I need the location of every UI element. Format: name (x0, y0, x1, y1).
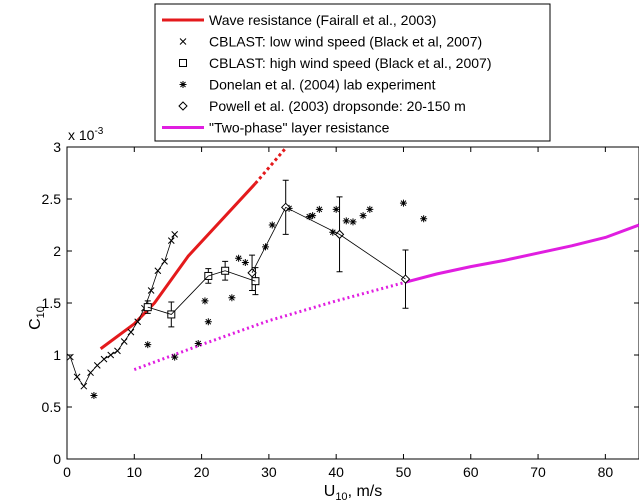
cblast-low-point (67, 353, 74, 361)
x-tick-label: 0 (63, 464, 71, 480)
legend: Wave resistance (Fairall et al., 2003) CB… (154, 3, 551, 142)
series-cblast-high-line (147, 270, 256, 315)
series-powell (247, 179, 411, 309)
donelan-point (235, 254, 243, 262)
plot-area (67, 147, 639, 400)
x-axis-ticks: 0 10 20 30 40 50 60 70 80 (63, 147, 613, 480)
donelan-point (349, 218, 357, 226)
y-tick-label: 1 (53, 347, 61, 363)
donelan-point (90, 392, 98, 400)
x-axis-label-unit: , m/s (348, 483, 383, 500)
donelan-point (366, 205, 374, 213)
y-axis-label-main: C (27, 318, 44, 330)
donelan-point (171, 353, 179, 361)
donelan-point (204, 318, 212, 326)
x-axis-label: U10, m/s (324, 483, 382, 503)
series-wave-resistance (99, 182, 257, 350)
donelan-point (309, 212, 317, 220)
legend-label: Powell et al. (2003) dropsonde: 20-150 m (209, 98, 466, 114)
y-tick-label: 3 (53, 139, 61, 155)
donelan-point (241, 258, 249, 266)
x-axis-label-sub: 10 (335, 491, 347, 503)
x-tick-label: 30 (261, 464, 277, 480)
series-two-phase (405, 223, 639, 284)
donelan-point (201, 297, 209, 305)
donelan-point (329, 228, 337, 236)
series-powell-line (251, 206, 406, 280)
donelan-point (144, 341, 152, 349)
legend-item: CBLAST: high wind speed (Black et al., 2… (179, 55, 492, 71)
legend-marker-diamond (178, 101, 188, 111)
series-donelan (90, 199, 428, 400)
x-tick-label: 80 (598, 464, 614, 480)
legend-label: CBLAST: high wind speed (Black et al., 2… (209, 55, 492, 71)
donelan-point (332, 205, 340, 213)
y-multiplier-exp: -3 (94, 126, 103, 137)
legend-marker-square (179, 59, 187, 67)
legend-box (154, 3, 551, 142)
donelan-point (268, 221, 276, 229)
y-axis-label-sub: 10 (35, 306, 47, 318)
donelan-point (305, 213, 313, 221)
y-tick-label: 0.5 (42, 399, 62, 415)
x-tick-label: 50 (396, 464, 412, 480)
x-tick-label: 60 (463, 464, 479, 480)
legend-label: Wave resistance (Fairall et al., 2003) (209, 12, 436, 28)
x-tick-label: 20 (194, 464, 210, 480)
donelan-point (315, 205, 323, 213)
y-multiplier: x 10-3 (68, 126, 104, 143)
y-axis-ticks: 0 0.5 1 1.5 2 2.5 3 (42, 139, 639, 467)
x-axis-label-main: U (324, 483, 336, 500)
donelan-point (359, 212, 367, 220)
legend-item: Powell et al. (2003) dropsonde: 20-150 m (178, 98, 466, 114)
y-axis-label: C10 (27, 306, 47, 330)
x-tick-label: 10 (127, 464, 143, 480)
y-tick-label: 0 (53, 451, 61, 467)
legend-item: "Two-phase" layer resistance (162, 120, 390, 136)
donelan-point (194, 340, 202, 348)
legend-label: "Two-phase" layer resistance (209, 120, 390, 136)
legend-item: Donelan et al. (2004) lab experiment (179, 77, 436, 93)
y-tick-label: 1.5 (42, 295, 62, 311)
series-cblast-low-line (69, 234, 176, 387)
legend-label: Donelan et al. (2004) lab experiment (209, 77, 436, 93)
x-tick-label: 40 (328, 464, 344, 480)
x-tick-label: 70 (530, 464, 546, 480)
legend-marker-x (179, 38, 187, 45)
y-multiplier-base: x 10 (68, 127, 95, 143)
donelan-point (342, 217, 350, 225)
y-tick-label: 2.5 (42, 191, 62, 207)
legend-label: CBLAST: low wind speed (Black et al, 200… (209, 34, 482, 50)
donelan-point (399, 199, 407, 207)
series-cblast-low (67, 231, 179, 390)
legend-marker-asterisk (179, 81, 187, 88)
y-tick-label: 2 (53, 243, 61, 259)
series-wave-resistance-extension (254, 147, 287, 185)
donelan-point (228, 294, 236, 302)
legend-item: CBLAST: low wind speed (Black et al, 200… (179, 34, 482, 50)
legend-item: Wave resistance (Fairall et al., 2003) (162, 12, 436, 28)
donelan-point (420, 215, 428, 223)
cblast-low-point (171, 231, 179, 238)
axes: 0 10 20 30 40 50 60 70 80 0 0.5 1 1.5 2 2.5 3 (42, 139, 639, 480)
